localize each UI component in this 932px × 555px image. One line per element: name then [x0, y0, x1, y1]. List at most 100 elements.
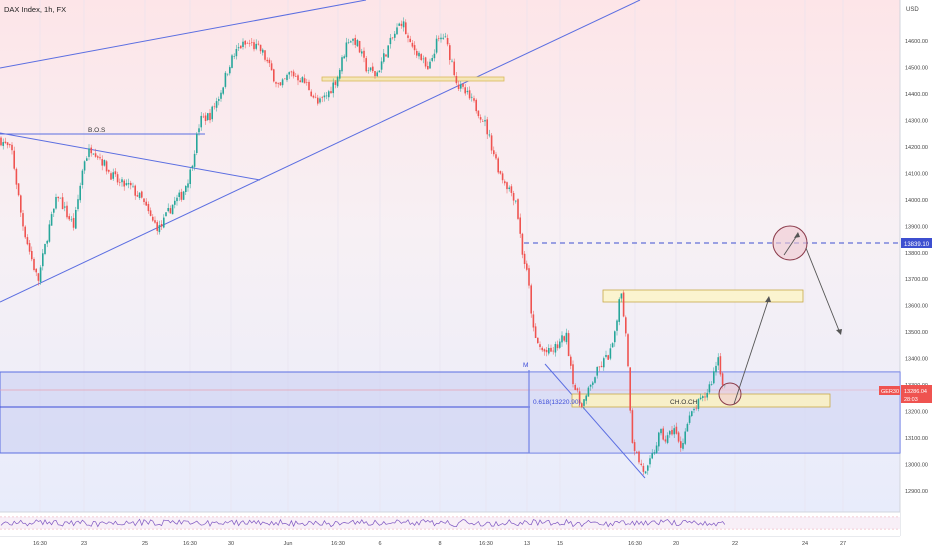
candle-body [22, 213, 24, 227]
candle-body [363, 50, 365, 58]
candle-body [378, 70, 381, 73]
price-axis-panel[interactable] [900, 0, 932, 550]
candle-body [244, 40, 246, 45]
candle-body [224, 72, 227, 87]
candle-body [253, 42, 255, 50]
candle-body [295, 76, 297, 77]
demand-zone[interactable] [0, 371, 901, 454]
candle-body [512, 193, 515, 201]
candle-body [138, 192, 141, 198]
candle-body [11, 144, 13, 151]
candle-body [493, 150, 495, 155]
candle-body [642, 465, 645, 472]
candle-body [266, 59, 268, 62]
candle-body [332, 82, 334, 94]
x-tick-label: 16:30 [183, 541, 197, 547]
candle-body [433, 53, 436, 59]
fib-label: 0.618(13220.90) [533, 399, 581, 406]
candle-body [585, 395, 587, 401]
candle-body [15, 168, 18, 185]
candle-body [356, 40, 359, 47]
candle-body [440, 37, 442, 40]
candle-body [471, 96, 473, 98]
candle-body [31, 251, 33, 260]
choch-box[interactable] [571, 393, 831, 408]
candle-body [248, 43, 251, 44]
projection-path-3 [805, 247, 841, 334]
candle-body [477, 110, 480, 117]
candle-body [435, 38, 438, 53]
candle-body [81, 170, 84, 185]
candle-body [710, 384, 713, 385]
candle-body [149, 210, 152, 216]
candle-body [328, 91, 330, 98]
candle-body [17, 183, 20, 196]
candle-body [273, 69, 275, 82]
x-tick-label: 20 [673, 541, 679, 547]
candle-body [539, 344, 541, 347]
target-circle[interactable] [772, 225, 808, 261]
x-tick-label: 8 [438, 541, 441, 547]
candle-body [713, 371, 715, 384]
candle-body [644, 471, 647, 474]
candle-body [13, 150, 15, 169]
candle-body [132, 185, 134, 187]
candle-body [484, 120, 486, 122]
m-diagonal-line [544, 363, 646, 479]
candle-body [119, 182, 121, 183]
candle-body [334, 81, 337, 85]
candle-body [532, 314, 535, 328]
candle-body [191, 165, 194, 168]
candle-body [4, 141, 7, 143]
candle-body [616, 320, 618, 331]
candle-body [660, 429, 662, 434]
candle-body [486, 119, 488, 135]
candle-body [528, 268, 530, 286]
candle-body [185, 186, 187, 192]
candle-body [411, 42, 414, 47]
candle-body [193, 153, 196, 167]
candle-body [83, 161, 86, 171]
candle-body [424, 57, 427, 67]
y-tick-label: 14000.00 [905, 198, 928, 204]
candle-body [20, 195, 22, 213]
candle-body [178, 192, 180, 197]
candle-body [28, 243, 31, 252]
candle-body [614, 331, 616, 343]
x-tick-label: 24 [802, 541, 808, 547]
candle-body [688, 415, 691, 423]
x-tick-label: 16:30 [479, 541, 493, 547]
candle-body [442, 37, 444, 39]
y-tick-label: 13000.00 [905, 463, 928, 469]
candle-body [691, 411, 693, 416]
candle-body [655, 445, 658, 454]
candle-body [165, 212, 167, 217]
candle-body [541, 347, 543, 351]
candle-body [693, 408, 695, 411]
candle-body [141, 191, 143, 198]
candle-body [145, 201, 147, 206]
candle-body [174, 200, 176, 205]
candle-body [116, 174, 119, 183]
time-axis-panel[interactable] [0, 536, 900, 550]
candle-body [686, 423, 689, 432]
candle-body [152, 216, 154, 221]
candle-body [627, 334, 629, 367]
y-tick-label: 14600.00 [905, 39, 928, 45]
candle-body [167, 208, 169, 212]
target-box[interactable] [602, 289, 804, 303]
candle-body [48, 224, 51, 242]
candle-body [605, 355, 607, 357]
candle-body [475, 99, 477, 112]
candle-body [682, 443, 684, 449]
candle-body [226, 73, 229, 75]
candle-body [163, 217, 165, 228]
candle-body [361, 51, 363, 54]
candle-body [358, 41, 361, 53]
candle-body [570, 356, 572, 366]
candle-body [495, 154, 497, 159]
candle-body [176, 197, 178, 202]
candle-body [633, 442, 636, 451]
